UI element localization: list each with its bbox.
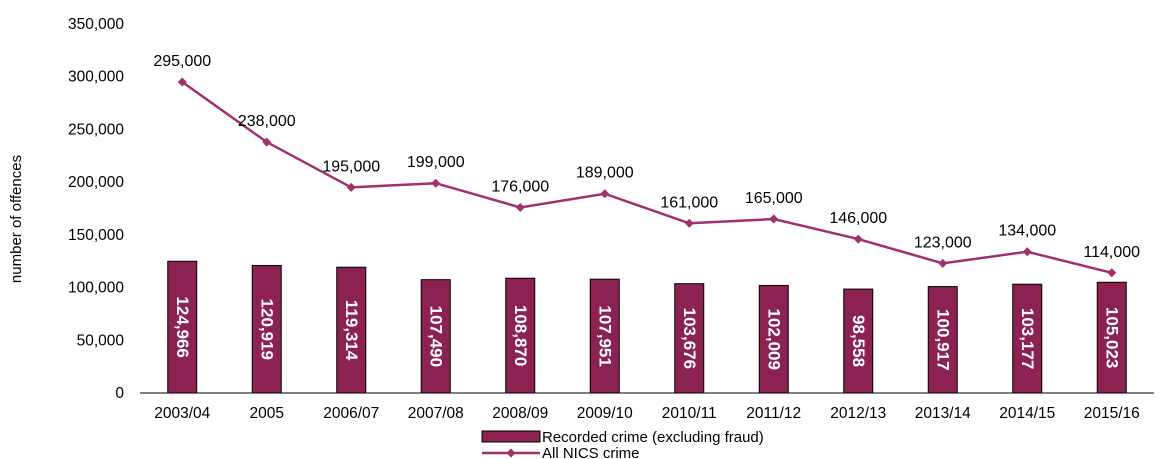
line-point-label: 123,000 bbox=[914, 234, 972, 251]
line-series: 295,000 238,000 195,000 199,000 176,000 189,0… bbox=[153, 53, 1140, 278]
x-tick-label: 2007/08 bbox=[408, 405, 464, 422]
line-point-2009/10 bbox=[600, 189, 610, 199]
x-tick-label: 2011/12 bbox=[746, 405, 801, 422]
bar-value-label: 98,558 bbox=[849, 315, 868, 367]
x-tick-label: 2006/07 bbox=[323, 405, 379, 422]
bar-2015/16 bbox=[1096, 281, 1127, 394]
line-point-label: 238,000 bbox=[238, 113, 296, 130]
y-tick-label: 200,000 bbox=[68, 174, 124, 191]
x-tick-label: 2010/11 bbox=[662, 405, 717, 422]
line-point-2015/16 bbox=[1107, 268, 1117, 278]
y-tick-label: 0 bbox=[115, 385, 124, 402]
x-tick-label: 2012/13 bbox=[830, 405, 886, 422]
bar-value-label: 120,919 bbox=[257, 299, 276, 360]
line-point-2008/09 bbox=[515, 202, 525, 212]
bar-value-label: 108,870 bbox=[511, 305, 530, 366]
line-point-label: 195,000 bbox=[322, 158, 380, 175]
y-tick-label: 300,000 bbox=[68, 69, 124, 86]
y-tick-label: 50,000 bbox=[77, 332, 125, 349]
x-tick-label: 2005 bbox=[250, 405, 284, 422]
line-point-2010/11 bbox=[684, 218, 694, 228]
line-point-label: 114,000 bbox=[1083, 244, 1140, 261]
legend: Recorded crime (excluding fraud) All NIC… bbox=[481, 429, 764, 459]
x-axis-ticks: 2003/04 2005 2006/07 2007/08 2008/09 2009/10 2… bbox=[154, 405, 1140, 422]
line-point-2003/04 bbox=[177, 77, 187, 87]
bar-2013/14 bbox=[927, 286, 958, 394]
y-tick-label: 100,000 bbox=[68, 280, 124, 297]
bar-2005 bbox=[251, 265, 282, 394]
bar-series: 124,966 120,919 119,314 107,490 108,870 107,9… bbox=[167, 260, 1127, 394]
x-tick-label: 2015/16 bbox=[1084, 405, 1140, 422]
legend-label-all-nics-crime: All NICS crime bbox=[542, 445, 640, 459]
legend-swatch-recorded-crime bbox=[481, 430, 541, 443]
y-tick-label: 250,000 bbox=[68, 121, 124, 138]
x-tick-label: 2008/09 bbox=[492, 405, 548, 422]
bar-value-label: 119,314 bbox=[342, 300, 361, 361]
x-tick-label: 2009/10 bbox=[577, 405, 633, 422]
bar-value-label: 124,966 bbox=[173, 296, 192, 357]
line-point-label: 199,000 bbox=[407, 154, 465, 171]
legend-marker-all-nics-crime bbox=[506, 448, 516, 458]
x-tick-label: 2013/14 bbox=[915, 405, 971, 422]
bar-value-label: 105,023 bbox=[1102, 307, 1121, 368]
line-point-2006/07 bbox=[346, 182, 356, 192]
y-axis-label: number of offences bbox=[8, 155, 25, 283]
bar-value-label: 107,490 bbox=[426, 306, 445, 367]
x-tick-label: 2014/15 bbox=[999, 405, 1055, 422]
line-point-label: 189,000 bbox=[576, 165, 634, 182]
line-point-label: 161,000 bbox=[660, 194, 718, 211]
line-point-2007/08 bbox=[431, 178, 441, 188]
line-point-label: 165,000 bbox=[745, 190, 803, 207]
y-axis-ticks: 0 50,000 100,000 150,000 200,000 250,000 300,0… bbox=[68, 16, 124, 402]
line-point-label: 176,000 bbox=[491, 178, 549, 195]
line-point-2014/15 bbox=[1022, 247, 1032, 257]
y-tick-label: 350,000 bbox=[68, 16, 124, 33]
line-point-label: 295,000 bbox=[153, 53, 211, 70]
bar-2006/07 bbox=[336, 266, 367, 394]
legend-label-recorded-crime: Recorded crime (excluding fraud) bbox=[542, 429, 764, 446]
line-point-2013/14 bbox=[938, 258, 948, 268]
bar-2011/12 bbox=[758, 284, 789, 394]
y-tick-label: 150,000 bbox=[68, 227, 124, 244]
bar-value-label: 103,676 bbox=[680, 308, 699, 369]
bar-2009/10 bbox=[589, 278, 620, 394]
bar-value-label: 102,009 bbox=[764, 309, 783, 370]
line-point-2005 bbox=[262, 137, 272, 147]
bar-2014/15 bbox=[1012, 283, 1043, 394]
line-point-2012/13 bbox=[853, 234, 863, 244]
bar-2003/04 bbox=[167, 260, 198, 394]
line-point-2011/12 bbox=[769, 214, 779, 224]
x-tick-label: 2003/04 bbox=[154, 405, 210, 422]
bar-value-label: 107,951 bbox=[595, 305, 614, 366]
bar-2007/08 bbox=[420, 279, 451, 394]
bar-value-label: 103,177 bbox=[1018, 308, 1037, 369]
line-point-label: 134,000 bbox=[998, 223, 1056, 240]
line-all-nics-crime bbox=[181, 80, 1113, 275]
line-point-label: 146,000 bbox=[829, 210, 887, 227]
bar-value-label: 100,917 bbox=[933, 309, 952, 370]
